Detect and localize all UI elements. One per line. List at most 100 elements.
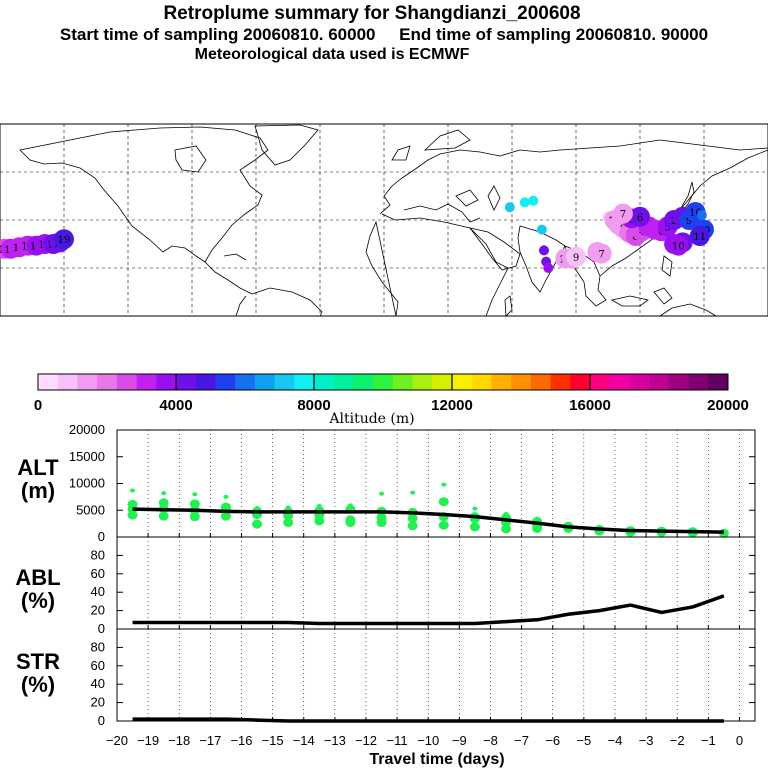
- plume-marker: [689, 226, 710, 246]
- x-axis-title: Travel time (days): [369, 751, 504, 768]
- panel-unit: (%): [21, 588, 55, 613]
- altitude-spread-point: [407, 513, 418, 523]
- plume-marker: [539, 245, 549, 256]
- altitude-spread-point: [438, 520, 449, 530]
- timeseries-panels: 05000100001500020000ALT(m)020406080ABL(%…: [15, 422, 756, 768]
- colorbar-label: Altitude (m): [328, 411, 414, 427]
- x-tick-label: −15: [262, 733, 284, 748]
- panel-frame: [116, 429, 756, 538]
- altitude-spread-point: [441, 482, 447, 487]
- x-tick-label: −4: [608, 733, 623, 748]
- altitude-spread-point: [438, 497, 449, 507]
- y-tick-label: 20: [91, 695, 105, 710]
- plume-marker-label: 6: [637, 213, 643, 224]
- x-tick-label: −16: [230, 733, 252, 748]
- colorbar-swatch: [97, 374, 118, 390]
- altitude-spread-point: [314, 516, 325, 526]
- colorbar-swatch: [668, 374, 689, 390]
- altitude-spread-point: [379, 491, 385, 496]
- y-tick-label: 60: [91, 566, 105, 581]
- x-tick-label: −18: [168, 733, 190, 748]
- colorbar-tick-label: 20000: [707, 397, 749, 414]
- chart-title: Retroplume summary for Shangdianzi_20060…: [163, 3, 581, 24]
- colorbar-tick-label: 8000: [297, 397, 330, 414]
- colorbar-tick-label: 0: [34, 397, 42, 414]
- panel-unit: (m): [21, 478, 55, 503]
- panel-2: 0 20 40 60 80 STR(%): [16, 628, 756, 728]
- x-tick-label: −19: [137, 733, 159, 748]
- altitude-spread-point: [532, 523, 543, 533]
- colorbar-swatch: [294, 374, 315, 390]
- x-tick-label: −11: [387, 733, 408, 748]
- colorbar-swatch: [471, 374, 492, 390]
- x-tick-label: −12: [355, 733, 377, 748]
- plume-marker-label: 9: [686, 216, 692, 227]
- plume-marker-label: 5: [665, 222, 671, 233]
- sampling-period: Start time of sampling 20060810. 60000 E…: [59, 25, 709, 44]
- x-tick-label: −3: [639, 733, 654, 748]
- y-tick-label: 80: [91, 639, 105, 654]
- x-tick-label: −2: [670, 733, 685, 748]
- altitude-spread-point: [345, 518, 356, 528]
- colorbar-swatch: [38, 374, 59, 390]
- plume-marker: [668, 235, 689, 256]
- altitude-spread-point: [252, 519, 263, 529]
- x-tick-label: −20: [106, 733, 128, 748]
- colorbar-swatch: [629, 374, 650, 390]
- x-tick-label: −9: [452, 733, 467, 748]
- y-tick-label: 0: [98, 529, 105, 544]
- plume-marker: [566, 246, 586, 267]
- colorbar-swatch: [590, 374, 611, 390]
- plume-marker: [696, 210, 707, 221]
- panel-label: ALT: [17, 455, 59, 480]
- altitude-spread-point: [130, 488, 136, 493]
- plume-marker: [536, 224, 547, 235]
- plume-marker-label: 19: [58, 235, 71, 246]
- panel-0: 0 5000 10000 15000 20000 ALT(m): [17, 422, 756, 544]
- colorbar-swatch: [116, 374, 137, 390]
- x-tick-label: −7: [514, 733, 529, 748]
- y-tick-label: 20000: [69, 422, 105, 437]
- colorbar-swatch: [57, 374, 78, 390]
- x-tick-label: −5: [576, 733, 591, 748]
- colorbar-swatch: [708, 374, 729, 390]
- colorbar-swatch: [195, 374, 216, 390]
- altitude-spread-point: [220, 511, 231, 521]
- altitude-colorbar: 0 4000 8000 12000 16000 20000: [34, 373, 749, 414]
- y-tick-label: 0: [98, 713, 105, 728]
- altitude-spread-point: [376, 518, 387, 528]
- y-tick-label: 5000: [76, 502, 105, 517]
- coastlines: [19, 124, 768, 317]
- colorbar-swatch: [570, 374, 591, 390]
- series-line: [132, 594, 725, 626]
- plume-marker-label: 11: [693, 232, 706, 243]
- colorbar-swatch: [314, 374, 335, 390]
- colorbar-tick-label: 16000: [569, 397, 611, 414]
- series-line: [132, 717, 724, 723]
- plume-marker: [528, 195, 539, 206]
- colorbar-swatch: [77, 374, 98, 390]
- colorbar-swatch: [609, 374, 630, 390]
- altitude-spread-point: [189, 512, 200, 522]
- colorbar-swatch: [373, 374, 394, 390]
- plume-marker: [54, 229, 74, 250]
- y-tick-label: 80: [91, 547, 105, 562]
- y-tick-label: 60: [91, 658, 105, 673]
- y-tick-label: 40: [91, 676, 105, 691]
- plume-marker: [504, 202, 515, 213]
- colorbar-swatch: [235, 374, 256, 390]
- altitude-spread-point: [223, 494, 229, 499]
- colorbar-tick-label: 4000: [159, 397, 192, 414]
- colorbar-swatch: [156, 374, 177, 390]
- colorbar-swatch: [688, 374, 709, 390]
- colorbar-tick-label: 12000: [431, 397, 473, 414]
- colorbar-swatch: [215, 374, 236, 390]
- x-tick-label: −17: [199, 733, 221, 748]
- altitude-spread-point: [410, 490, 416, 495]
- colorbar-swatch: [412, 374, 433, 390]
- altitude-spread-point: [283, 518, 294, 528]
- altitude-spread-point: [407, 521, 418, 531]
- plume-marker: [543, 263, 554, 273]
- panel-frame: [116, 536, 756, 630]
- x-tick-label: −6: [545, 733, 560, 748]
